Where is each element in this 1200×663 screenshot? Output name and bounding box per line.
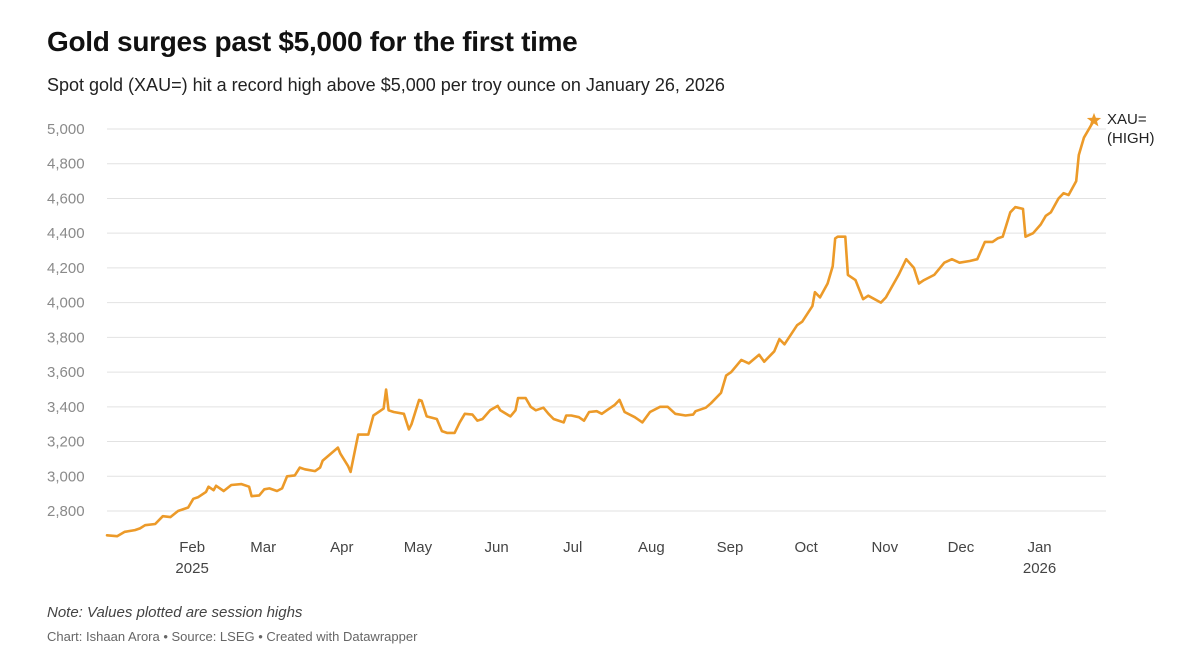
y-tick-label: 2,800: [47, 503, 85, 520]
y-tick-label: 3,400: [47, 399, 85, 416]
series-label: (HIGH): [1107, 130, 1155, 147]
x-tick-label: Dec: [948, 539, 975, 556]
x-tick-label: Jul: [563, 539, 582, 556]
x-tick-sublabel: 2025: [175, 560, 208, 577]
series-group: XAU= (HIGH): [105, 111, 1155, 538]
y-tick-label: 4,600: [47, 190, 85, 207]
y-tick-label: 4,800: [47, 156, 85, 173]
y-tick-label: 3,800: [47, 329, 85, 346]
series-line-xau-high: [105, 119, 1096, 538]
credits-line: Chart: Ishaan Arora • Source: LSEG • Cre…: [47, 629, 418, 644]
y-tick-label: 3,600: [47, 364, 85, 381]
x-tick-label: Nov: [871, 539, 898, 556]
chart-subtitle: Spot gold (XAU=) hit a record high above…: [47, 75, 725, 95]
x-tick-label: Mar: [250, 539, 276, 556]
y-tick-label: 4,400: [47, 225, 85, 242]
x-tick-label: Feb: [179, 539, 205, 556]
series-label: XAU=: [1107, 111, 1147, 128]
x-tick-sublabel: 2026: [1023, 560, 1056, 577]
x-tick-label: Oct: [794, 539, 818, 556]
footnote: Note: Values plotted are session highs: [47, 604, 303, 621]
y-tick-label: 5,000: [47, 121, 85, 138]
chart-title: Gold surges past $5,000 for the first ti…: [47, 26, 578, 57]
x-tick-label: May: [404, 539, 433, 556]
record-high-star-icon: [1086, 112, 1102, 127]
x-tick-label: Sep: [717, 539, 744, 556]
y-tick-label: 3,000: [47, 468, 85, 485]
y-tick-label: 4,200: [47, 260, 85, 277]
y-tick-label: 4,000: [47, 295, 85, 312]
y-tick-labels: 2,800 3,000 3,200 3,400 3,600 3,800 4,000 4,200…: [47, 121, 85, 520]
line-chart: 2,800 3,000 3,200 3,400 3,600 3,800 4,000 4,200…: [47, 111, 1155, 577]
x-tick-label: Jan: [1027, 539, 1051, 556]
x-tick-label: Jun: [484, 539, 508, 556]
x-tick-label: Apr: [330, 539, 353, 556]
y-gridlines: [107, 128, 1106, 512]
x-tick-label: Aug: [638, 539, 665, 556]
y-tick-label: 3,200: [47, 434, 85, 451]
x-tick-labels: Feb 2025 Mar Apr May Jun Jul Aug Sep Oct Nov Dec Jan…: [175, 539, 1056, 577]
